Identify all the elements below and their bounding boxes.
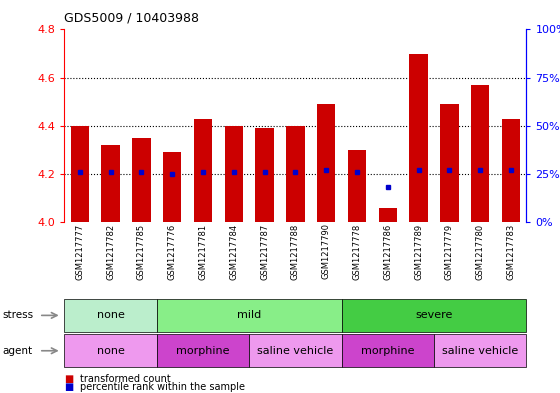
Bar [101, 145, 120, 222]
Bar [471, 85, 489, 222]
Bar [379, 208, 397, 222]
Bar [348, 150, 366, 222]
Bar [194, 119, 212, 222]
Text: saline vehicle: saline vehicle [442, 346, 519, 356]
Bar [163, 152, 181, 222]
Bar [502, 119, 520, 222]
Text: none: none [97, 346, 124, 356]
Text: stress: stress [3, 310, 34, 320]
Bar [317, 104, 335, 222]
Text: severe: severe [416, 310, 452, 320]
Bar [409, 53, 428, 222]
Bar [286, 126, 305, 222]
Bar [225, 126, 243, 222]
Bar [255, 128, 274, 222]
Text: ■: ■ [64, 374, 74, 384]
Text: none: none [97, 310, 124, 320]
Bar [71, 126, 89, 222]
Text: GDS5009 / 10403988: GDS5009 / 10403988 [64, 12, 199, 25]
Text: ■: ■ [64, 382, 74, 392]
Bar [132, 138, 151, 222]
Text: agent: agent [3, 346, 33, 356]
Text: transformed count: transformed count [80, 374, 171, 384]
Text: saline vehicle: saline vehicle [257, 346, 334, 356]
Bar [440, 104, 459, 222]
Text: morphine: morphine [176, 346, 230, 356]
Text: percentile rank within the sample: percentile rank within the sample [80, 382, 245, 392]
Text: morphine: morphine [361, 346, 414, 356]
Text: mild: mild [237, 310, 262, 320]
